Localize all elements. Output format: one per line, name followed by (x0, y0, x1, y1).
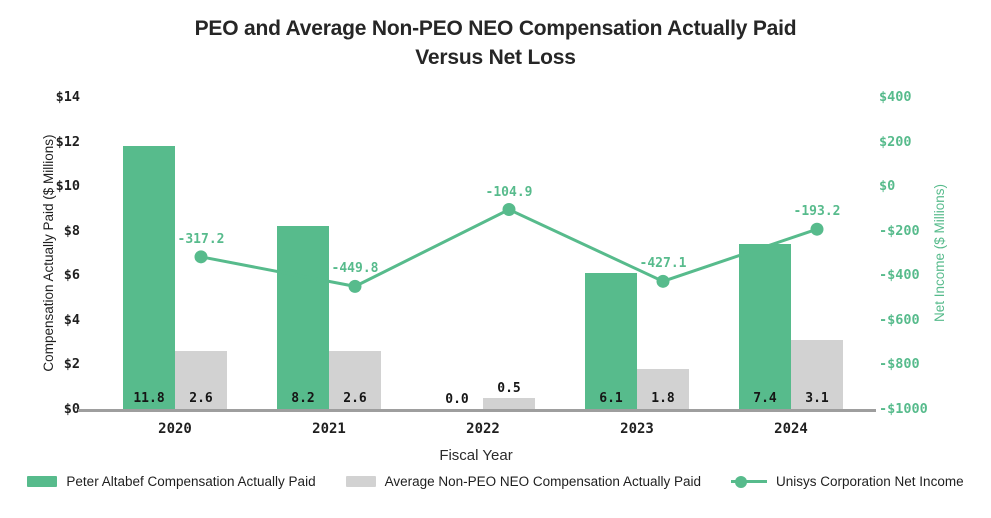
x-axis-label-2020: 2020 (158, 421, 192, 437)
net-income-label-2024: -193.2 (793, 204, 841, 220)
peo-bar-2020 (123, 146, 175, 409)
right-axis-tick-label: -$800 (879, 356, 920, 373)
legend-item-peo: Peter Altabef Compensation Actually Paid (27, 474, 316, 489)
net-income-marker-2021 (348, 279, 362, 293)
legend-item-neo: Average Non-PEO NEO Compensation Actuall… (345, 474, 701, 489)
left-axis-tick-label: $4 (63, 311, 80, 328)
legend-label-neo: Average Non-PEO NEO Compensation Actuall… (384, 474, 701, 489)
x-axis-label-2021: 2021 (312, 421, 346, 437)
right-axis-tick-label: $400 (879, 89, 912, 105)
net-income-marker-2024 (810, 222, 824, 236)
chart-title: PEO and Average Non-PEO NEO Compensation… (0, 14, 991, 72)
chart-title-line1: PEO and Average Non-PEO NEO Compensation… (194, 17, 797, 40)
line-marker-swatch-icon (731, 475, 767, 489)
neo-value-label-2024: 3.1 (805, 391, 829, 406)
x-axis-label-2023: 2023 (620, 421, 654, 437)
x-axis-line (78, 409, 876, 412)
neo-value-label-2020: 2.6 (189, 391, 213, 406)
peo-bar-2021 (277, 226, 329, 409)
net-income-marker-2020 (194, 250, 208, 264)
left-axis-tick-label: $8 (63, 222, 80, 239)
right-axis-tick-label: -$400 (879, 267, 920, 284)
neo-bar-2021 (329, 351, 381, 409)
right-axis-tick-label: $200 (879, 133, 912, 150)
peo-bar-2024 (739, 244, 791, 409)
peo-value-label-2021: 8.2 (291, 391, 315, 406)
neo-bar-2020 (175, 351, 227, 409)
peo-bar-2023 (585, 273, 637, 409)
neo-bar-2024 (791, 340, 843, 409)
left-axis-tick-label: $14 (55, 89, 80, 105)
left-axis-tick-label: $10 (55, 178, 80, 195)
net-income-label-2020: -317.2 (177, 231, 225, 247)
peo-value-label-2022: 0.0 (445, 392, 469, 407)
gray-bar-swatch-icon (345, 476, 376, 487)
legend-label-net-income: Unisys Corporation Net Income (776, 474, 964, 489)
legend: Peter Altabef Compensation Actually Paid… (0, 474, 991, 489)
chart-title-line2: Versus Net Loss (415, 46, 576, 69)
right-axis-tick-label: -$200 (879, 222, 920, 239)
net-income-label-2021: -449.8 (331, 261, 379, 277)
peo-value-label-2020: 11.8 (133, 391, 165, 406)
peo-value-label-2023: 6.1 (599, 391, 623, 406)
right-axis-tick-label: -$1000 (879, 401, 928, 417)
net-income-marker-2023 (656, 274, 670, 288)
neo-bar-2023 (637, 369, 689, 409)
net-income-polyline (200, 207, 818, 288)
neo-value-label-2023: 1.8 (651, 391, 675, 406)
x-axis-label-2024: 2024 (774, 421, 808, 437)
net-income-marker-2022 (502, 203, 516, 217)
net-income-label-2022: -104.9 (485, 184, 533, 200)
net-income-line (194, 203, 824, 293)
x-axis-title: Fiscal Year (439, 447, 513, 464)
neo-value-label-2021: 2.6 (343, 391, 367, 406)
right-axis-tick-label: -$600 (879, 311, 920, 328)
legend-label-peo: Peter Altabef Compensation Actually Paid (66, 474, 316, 489)
left-axis-tick-label: $6 (63, 267, 80, 284)
x-axis-label-2022: 2022 (466, 421, 500, 437)
left-axis-tick-label: $0 (63, 401, 80, 417)
left-axis-tick-label: $2 (63, 356, 80, 373)
legend-item-net-income: Unisys Corporation Net Income (731, 474, 964, 489)
right-axis-tick-label: $0 (879, 178, 896, 195)
neo-value-label-2022: 0.5 (497, 381, 521, 396)
peo-value-label-2024: 7.4 (753, 391, 777, 406)
left-axis-tick-label: $12 (55, 133, 80, 150)
green-bar-swatch-icon (27, 476, 58, 487)
neo-bar-2022 (483, 398, 535, 409)
net-income-label-2023: -427.1 (639, 256, 687, 272)
